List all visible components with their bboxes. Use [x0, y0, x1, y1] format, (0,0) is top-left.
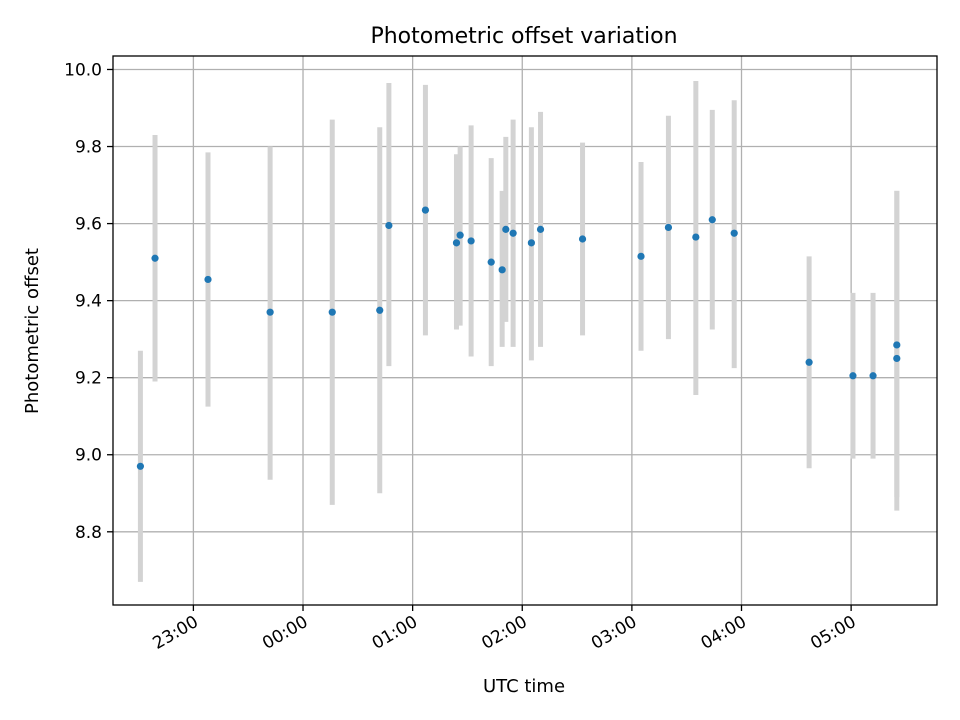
grid-lines	[113, 56, 937, 605]
data-point	[536, 225, 545, 233]
y-tick-label: 9.2	[75, 369, 102, 389]
y-tick-label: 9.8	[75, 138, 102, 158]
data-point	[527, 239, 535, 247]
data-point	[456, 231, 464, 239]
data-point	[385, 221, 393, 230]
data-point	[487, 258, 495, 266]
data-point	[849, 372, 857, 380]
plot-area-frame	[112, 55, 938, 606]
data-point	[328, 308, 336, 316]
data-points	[136, 206, 901, 470]
data-point	[805, 358, 813, 366]
y-tick-label: 8.8	[75, 523, 102, 543]
data-point	[893, 354, 901, 363]
data-point	[376, 306, 384, 314]
y-tick-label: 9.0	[75, 446, 102, 466]
data-point	[730, 229, 738, 237]
data-point	[578, 235, 587, 243]
y-tick-label: 9.4	[75, 292, 102, 312]
data-point	[204, 275, 212, 284]
data-point	[266, 308, 274, 316]
data-point	[869, 372, 877, 380]
y-tick-label: 10.0	[64, 60, 102, 80]
data-point	[151, 254, 159, 262]
data-point	[893, 341, 901, 349]
data-point	[467, 237, 475, 245]
y-tick-label: 9.6	[75, 215, 102, 235]
data-point	[498, 266, 506, 274]
data-point	[421, 206, 430, 214]
data-point	[692, 233, 700, 241]
data-point	[637, 252, 645, 260]
data-point	[136, 462, 145, 470]
data-point	[502, 225, 510, 233]
data-point	[708, 216, 716, 224]
chart-title: Photometric offset variation	[370, 24, 677, 49]
data-point	[452, 239, 461, 247]
x-axis-label: UTC time	[483, 676, 565, 697]
data-point	[664, 223, 673, 232]
data-point	[509, 229, 517, 237]
y-axis-label: Photometric offset	[22, 248, 43, 414]
